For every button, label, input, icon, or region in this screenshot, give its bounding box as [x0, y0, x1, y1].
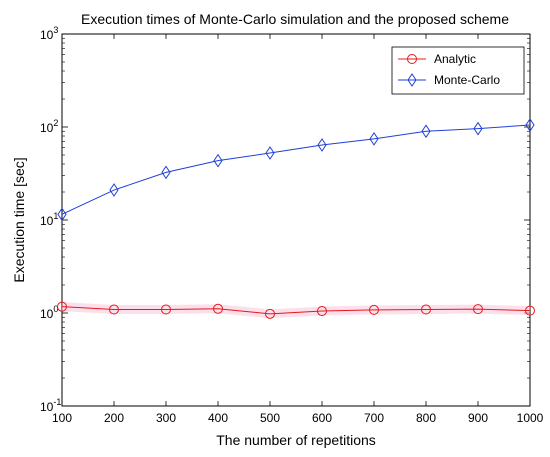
x-tick-label: 700 — [364, 411, 384, 425]
x-tick-label: 600 — [312, 411, 332, 425]
data-point-monte-carlo — [317, 138, 327, 152]
x-tick-label: 900 — [468, 411, 488, 425]
x-tick-label: 500 — [260, 411, 280, 425]
data-point-analytic — [109, 304, 119, 315]
x-tick-label: 800 — [416, 411, 436, 425]
data-point-analytic — [525, 305, 535, 316]
legend-label-analytic: Analytic — [434, 52, 476, 66]
chart-title: Execution times of Monte-Carlo simulatio… — [81, 11, 509, 27]
series-line-analytic — [61, 306, 531, 315]
y-tick-label: 101 — [40, 211, 58, 228]
plot-frame — [61, 33, 531, 407]
y-tick-label: 100 — [40, 304, 58, 321]
data-point-analytic — [473, 304, 483, 315]
x-tick-label: 300 — [156, 411, 176, 425]
data-point-analytic — [421, 304, 431, 315]
data-point-monte-carlo — [369, 131, 379, 146]
data-point-monte-carlo — [525, 118, 535, 132]
series-layer — [57, 118, 535, 319]
data-point-analytic — [161, 304, 171, 315]
legend-marker-monte-carlo — [407, 73, 417, 87]
y-tick-label: 10-1 — [40, 397, 61, 414]
data-point-monte-carlo — [161, 165, 171, 180]
data-point-analytic — [213, 303, 223, 314]
x-axis-label: The number of repetitions — [216, 432, 376, 448]
data-point-monte-carlo — [213, 153, 223, 168]
data-point-monte-carlo — [421, 124, 431, 139]
data-point-monte-carlo — [473, 121, 483, 136]
y-tick-label: 102 — [40, 118, 58, 135]
data-point-analytic — [57, 301, 67, 312]
legend-marker-analytic — [407, 54, 417, 64]
data-point-monte-carlo — [57, 207, 67, 222]
axis-ticks: 100 200 300 400 500 600 700 800 900 100010-110010… — [40, 25, 544, 425]
legend-item-analytic: Analytic — [398, 52, 476, 66]
x-tick-label: 100 — [52, 411, 72, 425]
y-axis-label: Execution time [sec] — [11, 157, 27, 282]
x-tick-label: 400 — [208, 411, 228, 425]
legend: Analytic Monte-Carlo — [391, 46, 525, 95]
legend-label-monte-carlo: Monte-Carlo — [434, 73, 500, 87]
legend-item-monte-carlo: Monte-Carlo — [398, 73, 500, 87]
series-line-monte-carlo — [61, 124, 531, 215]
data-point-monte-carlo — [265, 146, 275, 160]
x-tick-label: 1000 — [517, 411, 544, 425]
data-point-analytic — [265, 308, 275, 319]
y-tick-label: 103 — [40, 25, 58, 42]
x-tick-label: 200 — [104, 411, 124, 425]
data-point-analytic — [369, 304, 379, 315]
data-point-monte-carlo — [109, 183, 119, 197]
data-point-analytic — [317, 306, 327, 317]
